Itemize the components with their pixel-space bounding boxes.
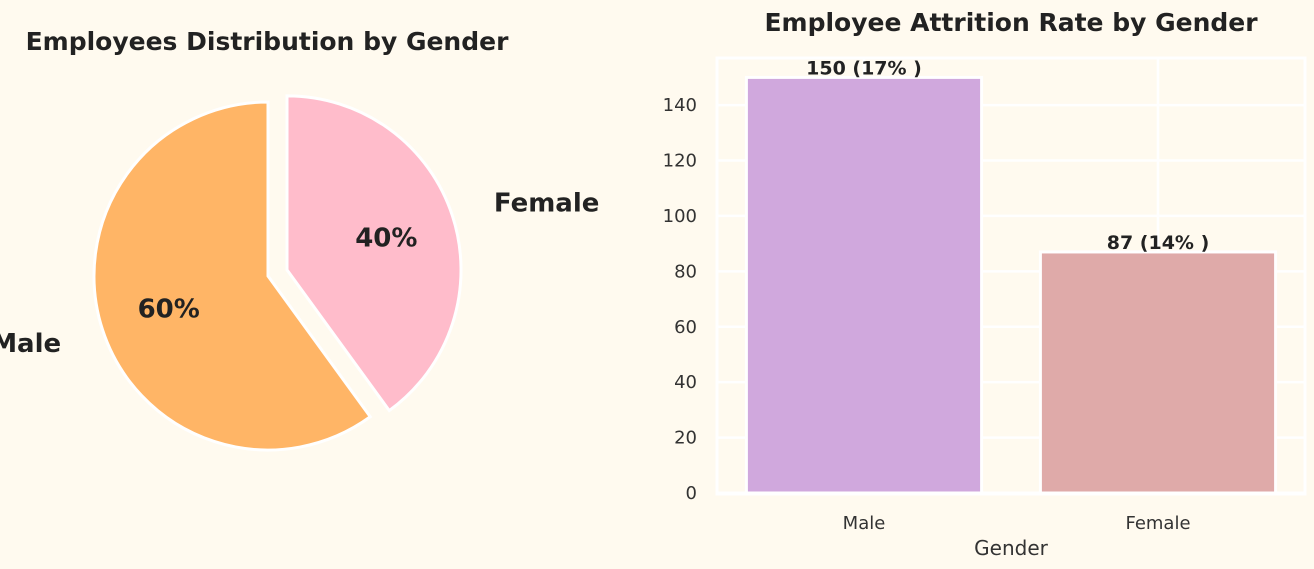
pie-chart-title: Employees Distribution by Gender bbox=[26, 27, 510, 56]
pie-percent-label-female: 40% bbox=[355, 224, 417, 254]
y-tick-label: 80 bbox=[674, 261, 697, 282]
x-tick-label-male: Male bbox=[843, 513, 886, 534]
bar-male bbox=[744, 75, 984, 495]
pie-chart: Employees Distribution by Gender 60% Male… bbox=[0, 27, 600, 452]
x-axis-label: Gender bbox=[974, 536, 1048, 560]
y-tick-label: 140 bbox=[663, 95, 697, 116]
bar-data-label-female: 87 (14% ) bbox=[1107, 232, 1210, 254]
pie-percent-label-male: 60% bbox=[138, 294, 200, 324]
plot-border bbox=[715, 56, 1307, 495]
bar-chart: Employee Attrition Rate by Gender Gender… bbox=[663, 8, 1307, 560]
y-tick-label: 120 bbox=[663, 151, 697, 172]
y-tick-label: 0 bbox=[686, 483, 697, 504]
bar-data-label-male: 150 (17% ) bbox=[806, 57, 922, 79]
y-tick-label: 20 bbox=[674, 428, 697, 449]
bar-female bbox=[1038, 250, 1278, 495]
pie-slice-male bbox=[92, 100, 373, 452]
y-tick-label: 40 bbox=[674, 372, 697, 393]
y-tick-label: 100 bbox=[663, 206, 697, 227]
pie-category-label-male: Male bbox=[0, 329, 61, 359]
y-tick-label: 60 bbox=[674, 317, 697, 338]
x-tick-label-female: Female bbox=[1125, 513, 1190, 534]
pie-slice-female bbox=[285, 94, 463, 413]
bar-chart-title: Employee Attrition Rate by Gender bbox=[764, 8, 1258, 37]
pie-category-label-female: Female bbox=[494, 189, 600, 219]
